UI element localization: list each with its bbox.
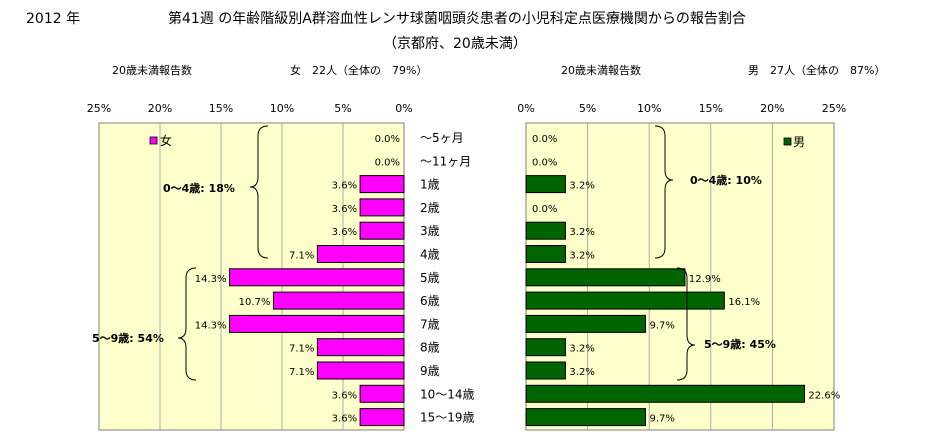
female-x-tick-label: 0% [395, 102, 412, 115]
female-value-label: 7.1% [289, 367, 314, 378]
male-total-heading: 男 27人（全体の 87%） [748, 64, 886, 77]
category-label: 15～19歳 [420, 411, 475, 425]
male-value-label: 22.6% [808, 390, 840, 401]
female-bar [316, 245, 405, 263]
category-label: 3歳 [420, 224, 440, 238]
female-x-tick-label: 25% [87, 102, 111, 115]
male-bar [525, 221, 566, 240]
female-x-tick-label: 20% [148, 102, 172, 115]
female-bar [229, 314, 405, 333]
male-bar [525, 245, 566, 263]
female-x-tick-label: 5% [334, 102, 351, 115]
female-bar [272, 291, 405, 310]
category-label: 8歳 [420, 341, 440, 355]
female-bar [316, 338, 405, 357]
female-group2-label: 5～9歳: 54% [92, 331, 164, 345]
male-value-label: 3.2% [569, 367, 594, 378]
male-value-label: 3.2% [569, 227, 594, 238]
female-legend-swatch [149, 136, 158, 145]
category-label: 10～14歳 [420, 387, 475, 401]
category-label: 1歳 [420, 178, 440, 192]
chart-title: 第41週 の年齢階級別A群溶血性レンサ球菌咽頭炎患者の小児科定点医療機関からの報… [168, 11, 746, 27]
male-value-label: 9.7% [650, 320, 675, 331]
female-x-tick-label: 10% [270, 102, 294, 115]
female-value-label: 10.7% [239, 297, 271, 308]
male-legend-swatch [783, 137, 792, 146]
female-group1-label: 0～4歳: 18% [163, 181, 235, 195]
male-brace-0-4 [654, 125, 674, 259]
male-x-tick-label: 0% [517, 102, 534, 115]
male-group1-label: 0～4歳: 10% [690, 173, 762, 187]
chart-subtitle: （京都府、20歳未満） [383, 36, 527, 52]
female-value-label: 7.1% [289, 251, 314, 262]
category-label: ～11ヶ月 [420, 154, 471, 168]
female-value-label: 3.6% [332, 181, 357, 192]
female-value-label: 3.6% [332, 414, 357, 425]
male-value-label: 9.7% [650, 414, 675, 425]
female-value-label: 0.0% [375, 157, 400, 168]
male-bar [525, 384, 805, 403]
female-bar [316, 361, 405, 380]
male-bar [525, 268, 686, 287]
male-bar [525, 175, 566, 194]
male-value-label: 16.1% [728, 297, 760, 308]
female-bar [359, 408, 405, 427]
male-x-tick-label: 10% [637, 102, 661, 115]
category-label: 4歳 [420, 248, 440, 262]
female-bar [359, 384, 405, 403]
male-x-tick-label: 25% [822, 102, 846, 115]
female-value-label: 14.3% [195, 320, 227, 331]
male-x-tick-label: 15% [699, 102, 723, 115]
female-value-label: 7.1% [289, 344, 314, 355]
male-group2-label: 5～9歳: 45% [704, 337, 776, 351]
category-label: 2歳 [420, 201, 440, 215]
male-value-label: 0.0% [532, 157, 557, 168]
male-value-label: 0.0% [532, 134, 557, 145]
female-bar [359, 221, 405, 240]
male-bar [525, 338, 566, 357]
female-brace-0-4 [249, 125, 269, 259]
female-bar [229, 268, 405, 287]
male-bar [525, 361, 566, 380]
male-legend-label: 男 [793, 135, 805, 149]
female-value-label: 3.6% [332, 227, 357, 238]
male-value-label: 3.2% [569, 344, 594, 355]
category-label: ～5ヶ月 [420, 131, 464, 145]
male-x-tick-label: 20% [760, 102, 784, 115]
year-label: 2012 年 [26, 11, 81, 27]
male-brace-5-9 [676, 267, 696, 381]
male-value-label: 12.9% [689, 274, 721, 285]
category-label: 5歳 [420, 271, 440, 285]
category-label: 7歳 [420, 317, 440, 331]
female-brace-5-9 [177, 267, 197, 381]
male-value-label: 0.0% [532, 204, 557, 215]
male-bar [525, 314, 647, 333]
female-bar [359, 198, 405, 217]
female-total-heading: 女 22人（全体の 79%） [290, 64, 428, 77]
category-label: 9歳 [420, 364, 440, 378]
male-value-label: 3.2% [569, 181, 594, 192]
female-x-tick-label: 15% [209, 102, 233, 115]
female-value-label: 14.3% [195, 274, 227, 285]
female-value-label: 3.6% [332, 390, 357, 401]
male-x-tick-label: 5% [579, 102, 596, 115]
female-value-label: 0.0% [375, 134, 400, 145]
female-bar [359, 175, 405, 194]
male-bar [525, 291, 725, 310]
male-count-heading: 20歳未満報告数 [561, 64, 641, 77]
female-value-label: 3.6% [332, 204, 357, 215]
category-label: 6歳 [420, 294, 440, 308]
male-bar [525, 408, 647, 427]
female-count-heading: 20歳未満報告数 [112, 64, 192, 77]
female-legend-label: 女 [160, 133, 172, 148]
male-value-label: 3.2% [569, 251, 594, 262]
